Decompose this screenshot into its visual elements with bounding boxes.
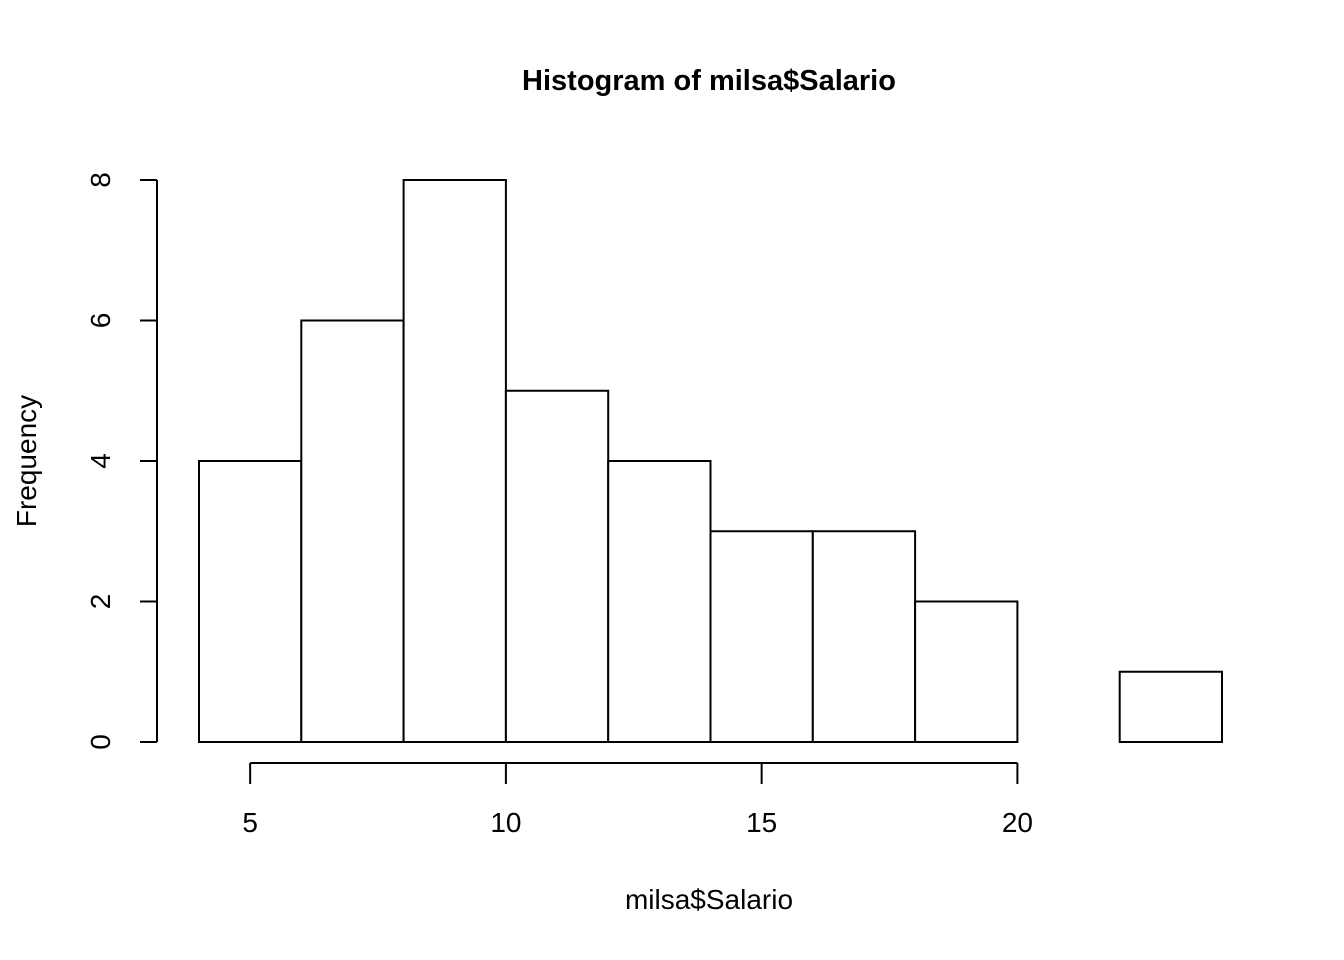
y-axis: 0 2 4 6 8 [85, 172, 158, 750]
histogram-bar [709, 530, 814, 743]
x-tick-label: 5 [242, 807, 258, 838]
x-tick-label: 10 [490, 807, 521, 838]
y-axis-label: Frequency [11, 395, 42, 527]
histogram-bar [607, 460, 712, 743]
histogram-bar [300, 319, 405, 743]
histogram-bar [914, 600, 1019, 743]
histogram-bar [504, 389, 610, 743]
chart-title: Histogram of milsa$Salario [522, 65, 896, 97]
histogram-bars [198, 179, 1223, 743]
histogram-bar [198, 460, 303, 743]
x-axis: 5 10 15 20 [242, 762, 1033, 838]
x-tick-label: 15 [746, 807, 777, 838]
y-tick-label: 4 [85, 453, 116, 469]
y-tick-label: 2 [85, 594, 116, 610]
y-tick-label: 6 [85, 313, 116, 329]
histogram-bar [811, 530, 917, 743]
x-tick-label: 20 [1002, 807, 1033, 838]
histogram-bar [402, 179, 507, 743]
x-axis-label: milsa$Salario [625, 884, 793, 915]
histogram-bar [1118, 670, 1223, 743]
y-tick-label: 0 [85, 734, 116, 750]
y-tick-label: 8 [85, 172, 116, 188]
